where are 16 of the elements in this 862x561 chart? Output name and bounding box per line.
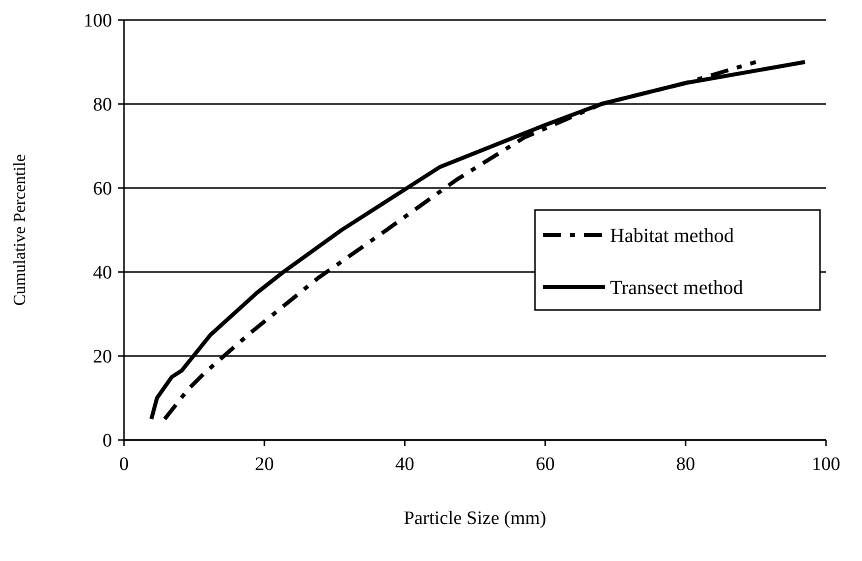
- x-tick-label: 40: [395, 454, 414, 475]
- y-tick-label: 40: [93, 262, 112, 284]
- x-tick-label: 0: [119, 454, 129, 475]
- x-tick-label: 20: [254, 454, 274, 475]
- y-tick-label: 100: [84, 10, 112, 32]
- x-tick-label: 100: [812, 454, 840, 475]
- y-tick-label: 20: [93, 346, 112, 368]
- x-tick-label: 80: [676, 454, 696, 475]
- y-tick-label: 80: [93, 94, 112, 116]
- x-tick-label: 60: [536, 454, 555, 475]
- y-tick-label: 60: [93, 178, 112, 200]
- y-axis-title: Cumulative Percentile: [10, 154, 29, 306]
- y-tick-label: 0: [102, 430, 112, 452]
- x-axis-title: Particle Size (mm): [404, 508, 546, 529]
- legend-label: Habitat method: [610, 225, 734, 247]
- legend-label: Transect method: [610, 277, 744, 299]
